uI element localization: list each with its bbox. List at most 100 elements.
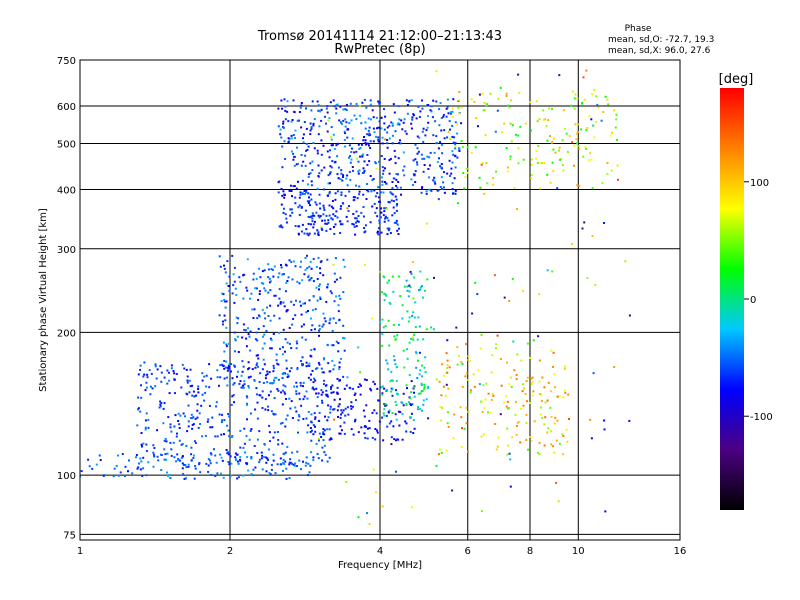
- data-point: [278, 272, 281, 275]
- data-point: [456, 156, 459, 159]
- data-point: [322, 312, 325, 315]
- data-point: [338, 361, 341, 364]
- data-point: [412, 387, 415, 390]
- data-point: [270, 268, 273, 271]
- data-point: [259, 372, 262, 375]
- data-point: [172, 370, 175, 373]
- data-point: [176, 453, 179, 456]
- data-point: [430, 110, 433, 113]
- data-point: [321, 325, 324, 328]
- data-point: [433, 276, 435, 279]
- data-point: [290, 261, 293, 263]
- data-point: [482, 384, 485, 387]
- data-point: [509, 122, 512, 125]
- data-point: [524, 393, 527, 395]
- data-point: [375, 412, 378, 415]
- data-point: [328, 370, 331, 373]
- data-point: [439, 419, 442, 422]
- data-point: [425, 222, 428, 225]
- x-tick-label: 16: [674, 546, 687, 557]
- data-point: [191, 427, 194, 430]
- data-point: [288, 461, 291, 464]
- data-point: [283, 194, 286, 196]
- data-point: [268, 431, 271, 434]
- data-point: [257, 365, 259, 368]
- data-point: [530, 440, 533, 442]
- data-point: [223, 367, 226, 370]
- data-point: [365, 404, 368, 407]
- data-point: [285, 467, 288, 470]
- data-point: [395, 219, 398, 222]
- data-point: [310, 127, 313, 130]
- x-tick-label: 6: [465, 546, 471, 557]
- data-point: [442, 186, 445, 189]
- data-point: [246, 289, 249, 292]
- x-tick-label: 1: [77, 546, 83, 557]
- data-point: [194, 465, 197, 467]
- data-point: [381, 416, 384, 419]
- data-point: [395, 389, 397, 392]
- data-point: [302, 418, 305, 420]
- data-point: [333, 300, 336, 303]
- data-point: [360, 426, 363, 429]
- data-point: [317, 175, 320, 177]
- data-point: [293, 385, 296, 388]
- data-point: [425, 190, 428, 193]
- data-point: [391, 214, 394, 217]
- data-point: [404, 130, 407, 133]
- data-point: [368, 126, 371, 129]
- data-point: [263, 333, 266, 336]
- data-point: [446, 339, 449, 342]
- data-point: [395, 173, 398, 175]
- data-point: [336, 377, 339, 380]
- data-point: [394, 155, 397, 158]
- data-point: [225, 360, 228, 363]
- data-point: [487, 392, 490, 395]
- data-point: [342, 409, 345, 412]
- data-point: [298, 196, 301, 199]
- data-point: [293, 155, 296, 158]
- data-point: [360, 384, 362, 387]
- data-point: [366, 163, 369, 166]
- colorbar-tick-label: 100: [750, 178, 769, 189]
- data-point: [600, 119, 603, 122]
- data-point: [445, 352, 448, 355]
- data-point: [178, 427, 181, 429]
- data-point: [160, 469, 163, 471]
- data-point: [332, 99, 335, 102]
- data-point: [279, 457, 282, 460]
- data-point: [230, 363, 233, 365]
- data-point: [313, 118, 316, 121]
- data-point: [152, 451, 155, 454]
- data-point: [461, 385, 464, 388]
- data-point: [443, 137, 446, 140]
- data-point: [239, 446, 242, 449]
- data-point: [318, 125, 321, 128]
- data-point: [435, 70, 438, 73]
- data-point: [166, 471, 168, 474]
- data-point: [375, 207, 378, 210]
- data-point: [380, 211, 383, 214]
- data-point: [314, 201, 317, 204]
- data-point: [327, 194, 329, 197]
- data-point: [338, 379, 341, 382]
- data-point: [397, 233, 400, 235]
- data-point: [415, 366, 418, 369]
- data-point: [546, 431, 549, 434]
- data-point: [220, 300, 223, 302]
- data-point: [547, 381, 550, 384]
- data-point: [135, 456, 138, 459]
- data-point: [266, 457, 269, 460]
- data-point: [482, 109, 485, 112]
- data-point: [322, 358, 325, 361]
- data-point: [428, 176, 430, 179]
- data-point: [298, 204, 301, 207]
- data-point: [253, 379, 256, 382]
- data-point: [312, 456, 315, 459]
- data-point: [389, 302, 392, 305]
- data-point: [166, 452, 169, 455]
- data-point: [411, 336, 414, 339]
- data-point: [305, 417, 308, 420]
- data-point: [382, 172, 385, 175]
